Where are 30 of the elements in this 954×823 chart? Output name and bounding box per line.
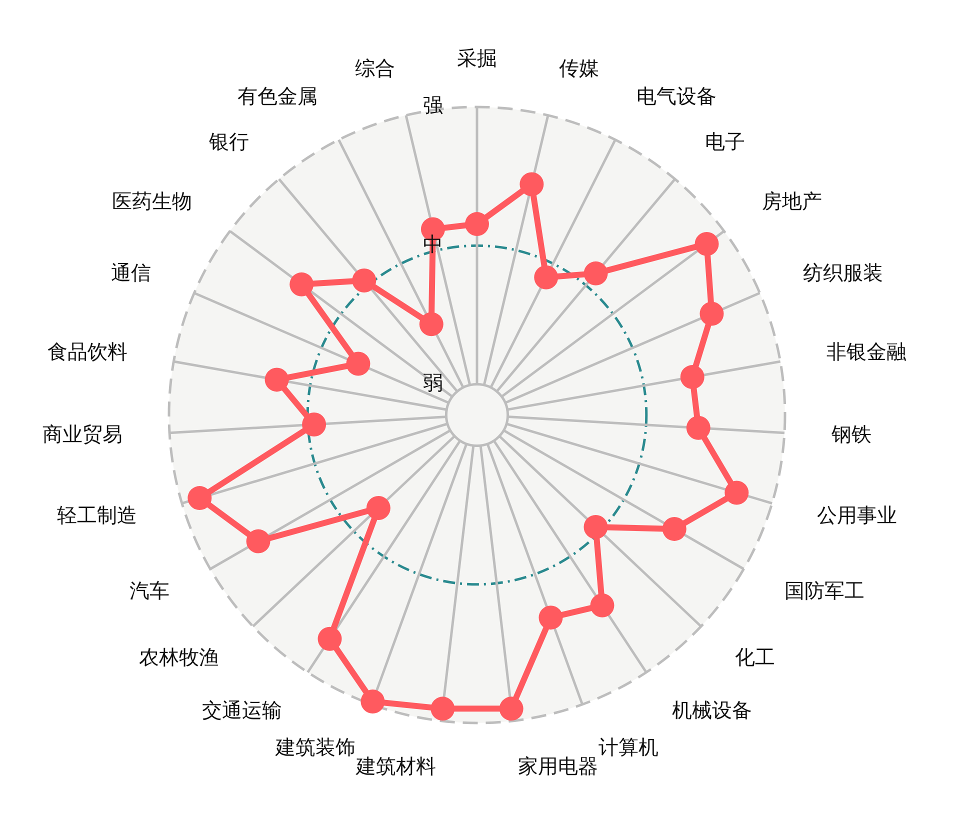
spoke-label: 建筑材料 (354, 754, 436, 778)
spoke-label: 电气设备 (636, 84, 716, 108)
spoke-label: 化工 (735, 644, 776, 669)
spoke-label: 机械设备 (672, 698, 752, 722)
y-tick-label: 强 (423, 93, 443, 118)
spoke-label: 农林牧渔 (138, 644, 219, 669)
spoke-label: 有色金属 (238, 84, 318, 108)
spoke-label: 食品饮料 (47, 340, 128, 364)
spoke-label: 钢铁 (830, 422, 872, 446)
spoke-label: 采掘 (457, 46, 497, 70)
spoke-label: 传媒 (558, 56, 599, 80)
spoke-label: 国防军工 (784, 578, 864, 603)
y-tick-label: 中 (423, 232, 443, 256)
spoke-label: 建筑装饰 (274, 734, 356, 759)
spoke-label: 交通运输 (202, 698, 282, 722)
spoke-label: 汽车 (130, 578, 170, 603)
spoke-label: 家用电器 (518, 754, 598, 778)
spoke-label: 计算机 (598, 734, 658, 759)
y-tick-label: 弱 (423, 370, 443, 394)
spoke-label: 公用事业 (817, 503, 898, 528)
spoke-label: 综合 (355, 56, 396, 80)
spoke-label: 轻工制造 (56, 503, 137, 528)
spoke-label: 医药生物 (112, 189, 192, 214)
spoke-label: 纺织服装 (802, 260, 883, 285)
spoke-label: 电子 (705, 129, 746, 154)
spoke-label: 银行 (208, 129, 249, 154)
spoke-label: 通信 (111, 260, 152, 285)
spoke-label: 房地产 (762, 189, 822, 214)
spoke-label: 非银金融 (826, 340, 907, 364)
spoke-label: 商业贸易 (42, 422, 123, 446)
